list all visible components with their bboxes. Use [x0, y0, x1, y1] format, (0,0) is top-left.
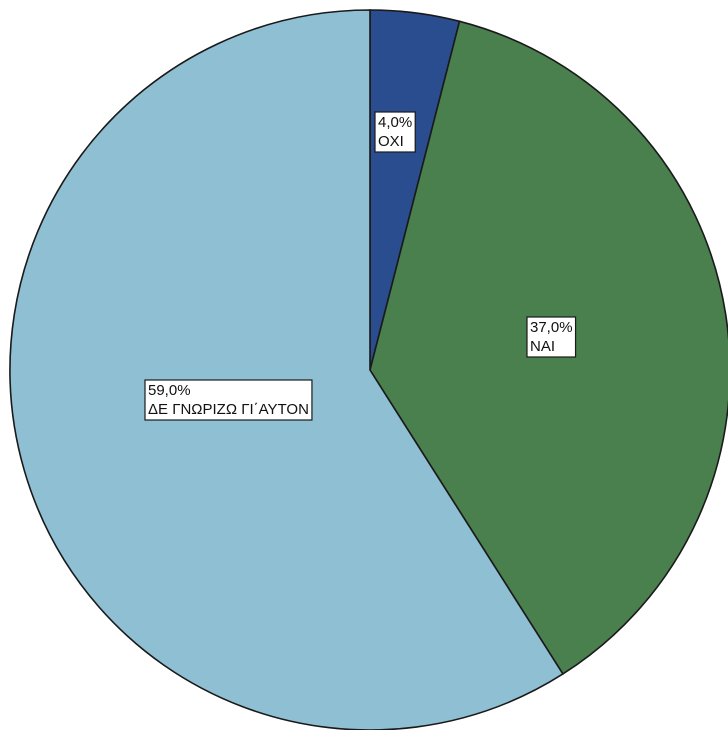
- slice-label-1: 4,0% ΟΧΙ: [374, 111, 416, 153]
- pie-slices: [9, 9, 728, 730]
- pie-labels: 4,0% ΟΧΙ 37,0% ΝΑΙ 59,0% ΔΕ ΓΝΩΡΙΖΩ ΓΙ΄ΑΥΤΟΝ: [144, 111, 577, 421]
- slice-category-label: ΟΧΙ: [378, 133, 404, 150]
- slice-percent-label: 4,0%: [378, 114, 412, 131]
- slice-label-box: [374, 111, 416, 153]
- slice-label-3: 59,0% ΔΕ ΓΝΩΡΙΖΩ ΓΙ΄ΑΥΤΟΝ: [144, 379, 313, 421]
- slice-percent-label: 37,0%: [530, 319, 573, 336]
- slice-label-2: 37,0% ΝΑΙ: [526, 316, 577, 358]
- slice-percent-label: 59,0%: [148, 382, 191, 399]
- slice-label-box: [144, 379, 313, 421]
- slice-category-label: ΝΑΙ: [530, 338, 555, 355]
- slice-label-box: [526, 316, 577, 358]
- slice-category-label: ΔΕ ΓΝΩΡΙΖΩ ΓΙ΄ΑΥΤΟΝ: [148, 401, 309, 418]
